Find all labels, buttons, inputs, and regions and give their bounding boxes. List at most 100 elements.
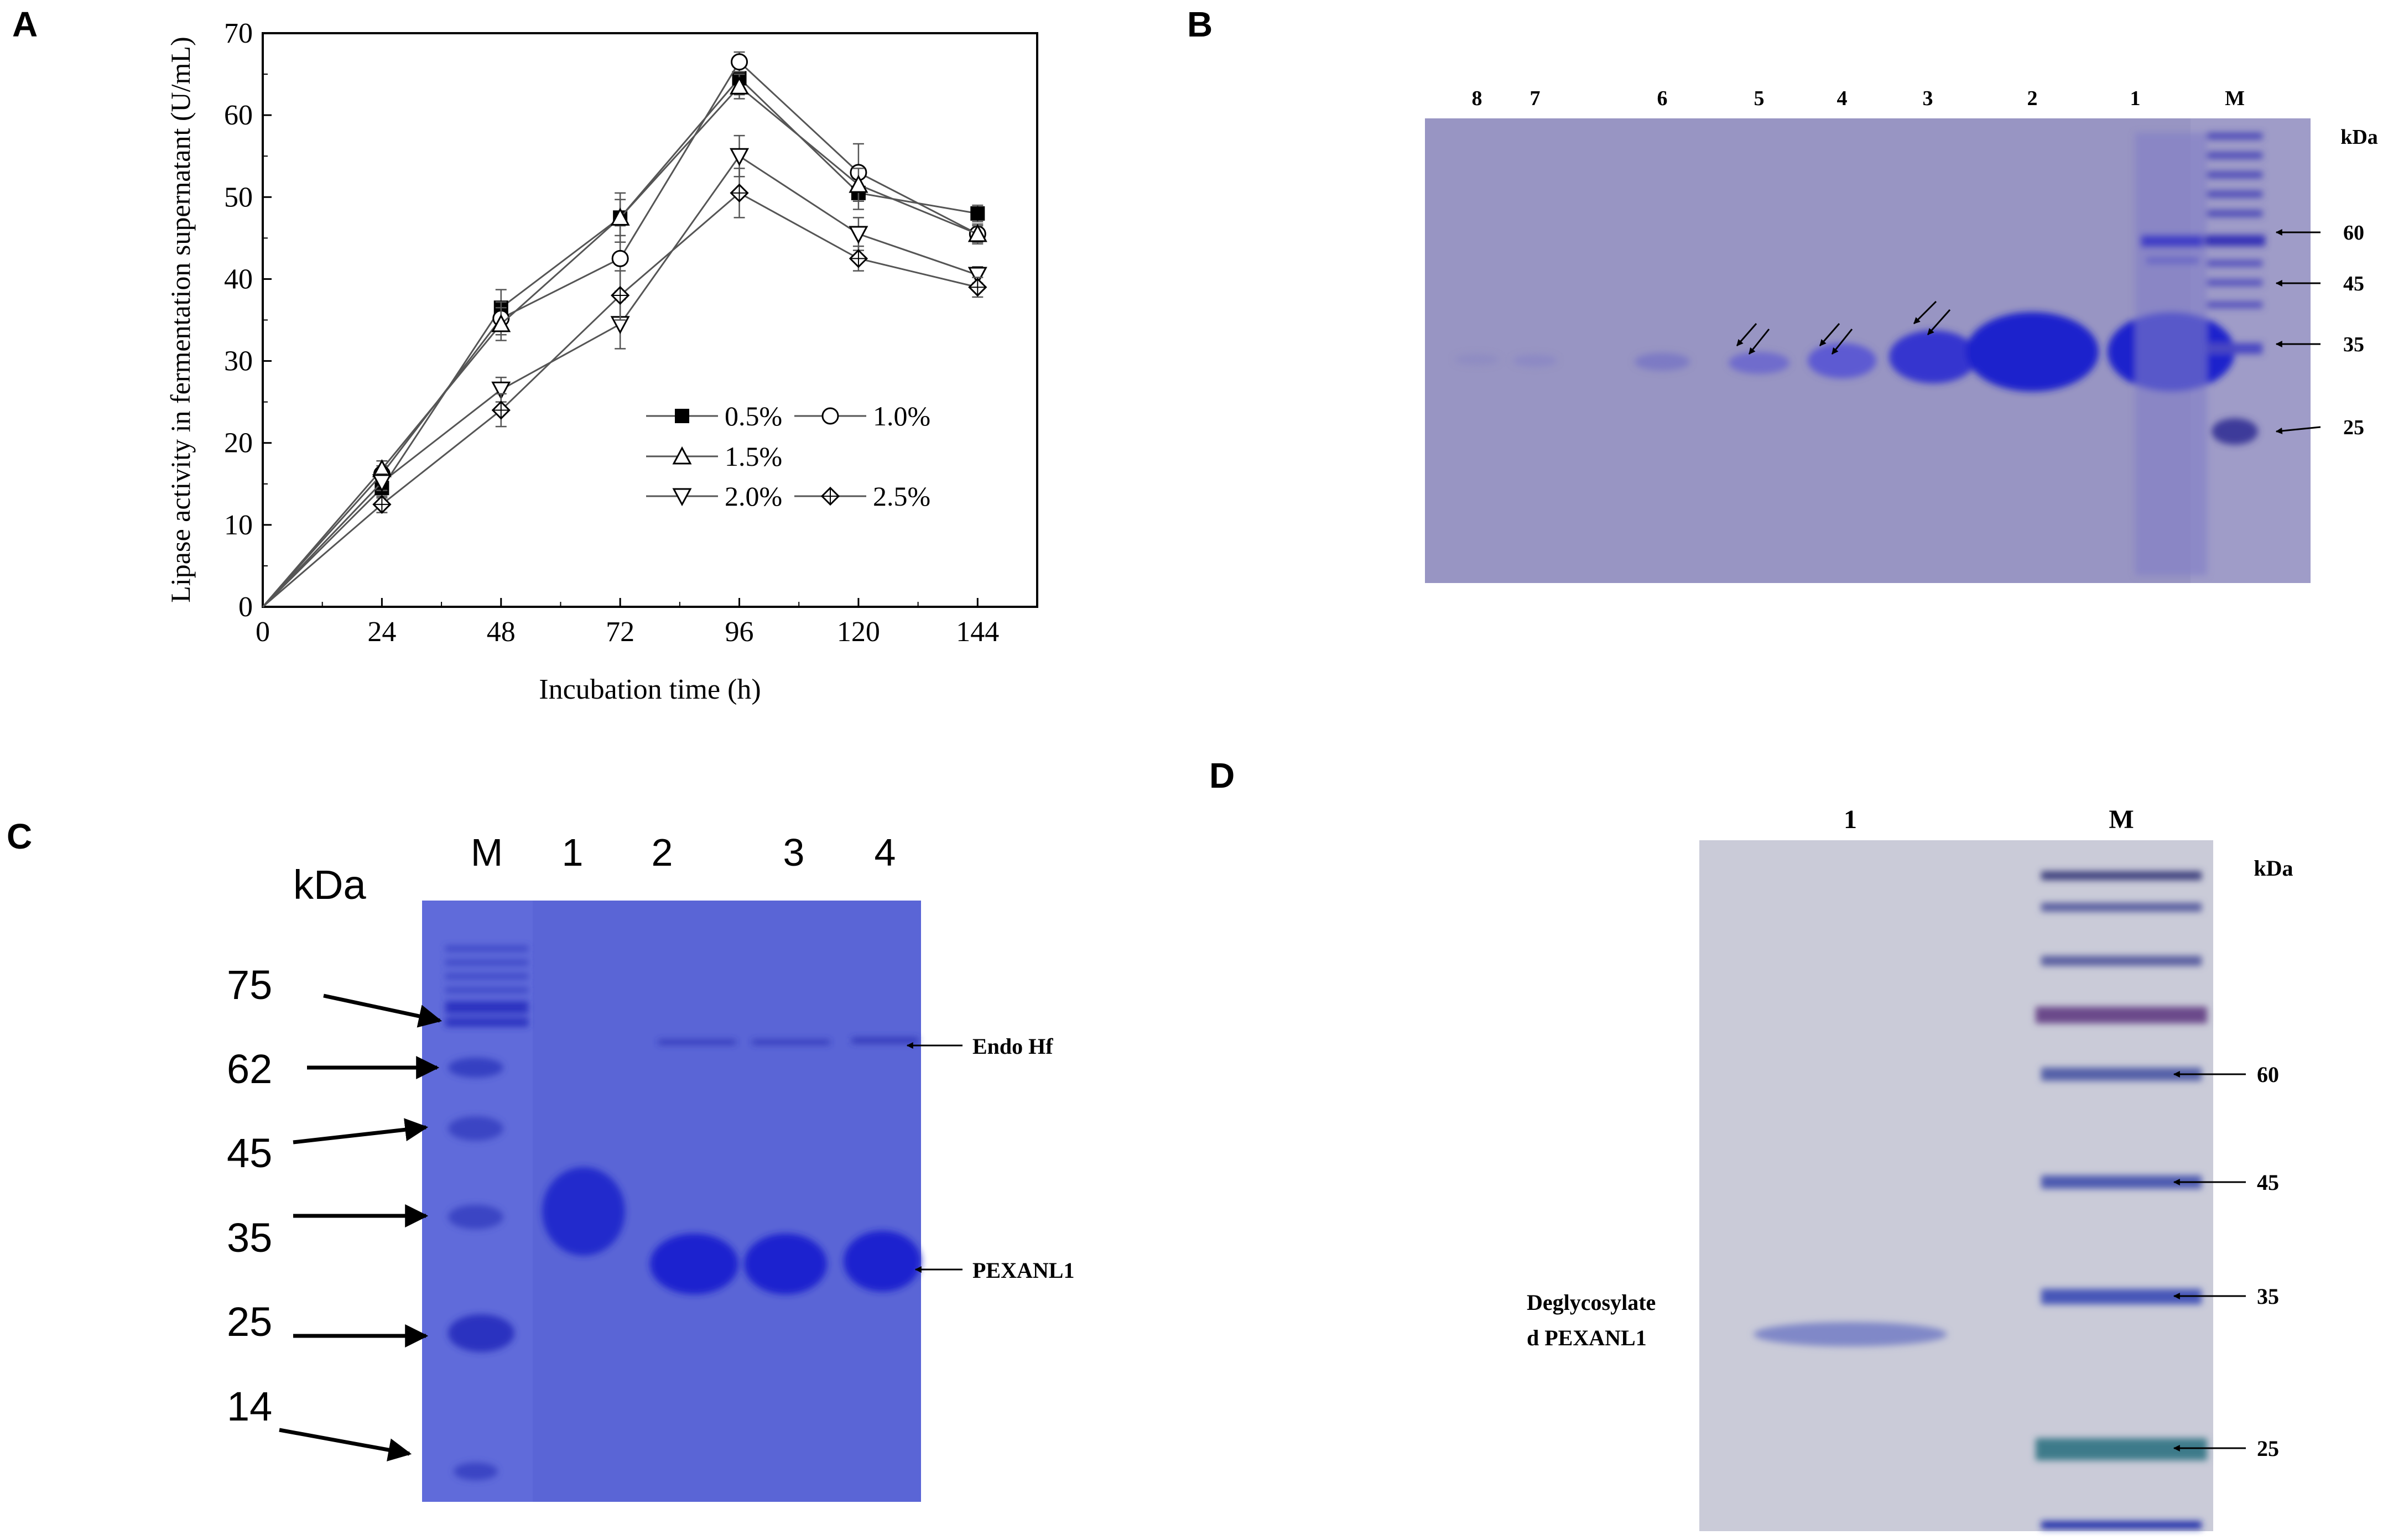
triangle-up-marker (967, 223, 987, 242)
lane-label: 4 (1837, 87, 1848, 110)
gel-c-annotation-arrows (906, 1042, 963, 1273)
triangle-down-marker (491, 381, 511, 400)
y-tick-label: 40 (224, 263, 253, 295)
x-tick-label: 0 (256, 616, 270, 648)
series-0 (262, 61, 985, 608)
legend-label: 1.5% (725, 441, 782, 472)
marker-band (2207, 279, 2262, 286)
marker-band (2041, 1521, 2202, 1529)
marker-label: 35 (2257, 1284, 2279, 1309)
plot-frame (262, 32, 1038, 608)
panel-letter-b: B (1187, 4, 1213, 44)
y-tick-label: 50 (224, 181, 253, 213)
y-tick-label: 0 (238, 591, 253, 623)
gel-panel-b: 8 7 6 5 4 3 2 1 M kDa 60 45 35 25 (1425, 87, 2378, 583)
marker-band (2207, 133, 2262, 139)
lane-label: 1 (562, 831, 584, 874)
lane-label: 3 (1923, 87, 1933, 110)
x-tick-label: 144 (956, 616, 999, 648)
square-marker (675, 409, 689, 423)
series-2 (262, 73, 987, 607)
y-tick-label: 10 (224, 509, 253, 541)
gel-b-unit: kDa (2340, 126, 2378, 149)
gel-b-marker-arrows (2275, 229, 2321, 434)
lane-smear (2135, 133, 2207, 575)
x-axis-ticks: 0 24 48 72 96 120 144 (256, 598, 999, 648)
lane-label: 4 (875, 831, 896, 874)
lane-label: 5 (1754, 87, 1765, 110)
marker-band (2207, 210, 2262, 217)
y-axis-ticks: 0 10 20 30 40 50 60 70 (224, 18, 272, 623)
gel-c-marker-arrows (279, 993, 443, 1461)
marker-band (2207, 191, 2262, 197)
triangle-up-marker (849, 174, 868, 193)
lane-label: 2 (652, 831, 673, 874)
diamond-cross-marker (730, 183, 749, 202)
marker-label: 25 (2343, 416, 2364, 439)
marker-label: 35 (2343, 333, 2364, 356)
gel-c-marker-lane-tint (422, 901, 533, 1502)
triangle-down-marker (967, 267, 987, 285)
band (542, 1167, 625, 1256)
legend-entry: 0.5% (646, 400, 782, 431)
series-1 (262, 51, 986, 608)
gel-d-marker-labels: 60 45 35 25 (2257, 1062, 2279, 1461)
diamond-cross-marker (372, 495, 392, 514)
marker-band (445, 1018, 528, 1027)
gel-b-band-arrows (1736, 300, 1951, 355)
x-tick-label: 24 (367, 616, 396, 648)
legend-entry: 1.5% (646, 441, 782, 472)
lane-label: 8 (1472, 87, 1482, 110)
panel-letter-c: C (7, 816, 32, 856)
gel-c-marker-labels: 75 62 45 35 25 14 (227, 962, 272, 1429)
gel-c-annotations: Endo Hf PEXANL1 (972, 1034, 1074, 1283)
gel-panel-c: M 1 2 3 4 kDa 75 62 45 35 25 14 En (227, 831, 1074, 1502)
legend-entry: 2.0% (646, 481, 782, 512)
marker-band (2207, 152, 2262, 159)
band (1889, 330, 1978, 383)
marker-band (448, 1116, 503, 1141)
endo-band (852, 1038, 918, 1043)
marker-label: 62 (227, 1046, 272, 1092)
gel-c-lane-labels: M 1 2 3 4 (471, 831, 896, 874)
triangle-down-marker (672, 488, 692, 507)
band (1754, 1322, 1947, 1346)
x-tick-label: 120 (837, 616, 880, 648)
marker-band (2204, 235, 2265, 246)
x-tick-label: 72 (606, 616, 634, 648)
marker-band (448, 1205, 503, 1229)
marker-band (445, 974, 528, 979)
lane-label: 7 (1530, 87, 1541, 110)
square-marker (970, 206, 985, 221)
marker-label: 75 (227, 962, 272, 1008)
band (1808, 343, 1876, 378)
marker-label: 25 (227, 1299, 272, 1345)
panel-letter-a: A (12, 4, 38, 44)
deglycosylated-label-line2: d PEXANL1 (1527, 1325, 1647, 1350)
y-tick-label: 60 (224, 100, 253, 131)
gel-b-marker-labels: 60 45 35 25 (2343, 221, 2364, 439)
x-axis-label: Incubation time (h) (539, 674, 761, 705)
marker-label: 45 (2343, 272, 2364, 295)
diamond-cross-marker (849, 249, 868, 268)
gel-d-annotation: Deglycosylate d PEXANL1 (1527, 1290, 1656, 1350)
marker-band (2041, 871, 2202, 880)
marker-band (2036, 1438, 2207, 1460)
gel-d-marker-arrows (2173, 1071, 2246, 1451)
band (650, 1234, 738, 1294)
marker-band (2041, 956, 2202, 966)
gel-c-unit: kDa (293, 862, 366, 908)
lane-label: 6 (1657, 87, 1668, 110)
band (1966, 312, 2099, 392)
series-3 (262, 134, 987, 608)
triangle-down-marker (730, 148, 750, 167)
y-tick-label: 30 (224, 346, 253, 377)
gel-b-bands (1455, 133, 2265, 575)
deglycosylated-label-line1: Deglycosylate (1527, 1290, 1656, 1315)
marker-band (445, 987, 528, 993)
triangle-up-marker (672, 446, 692, 465)
circle-marker (611, 249, 629, 267)
lane-label: M (471, 831, 503, 874)
gel-d-unit: kDa (2254, 856, 2293, 881)
